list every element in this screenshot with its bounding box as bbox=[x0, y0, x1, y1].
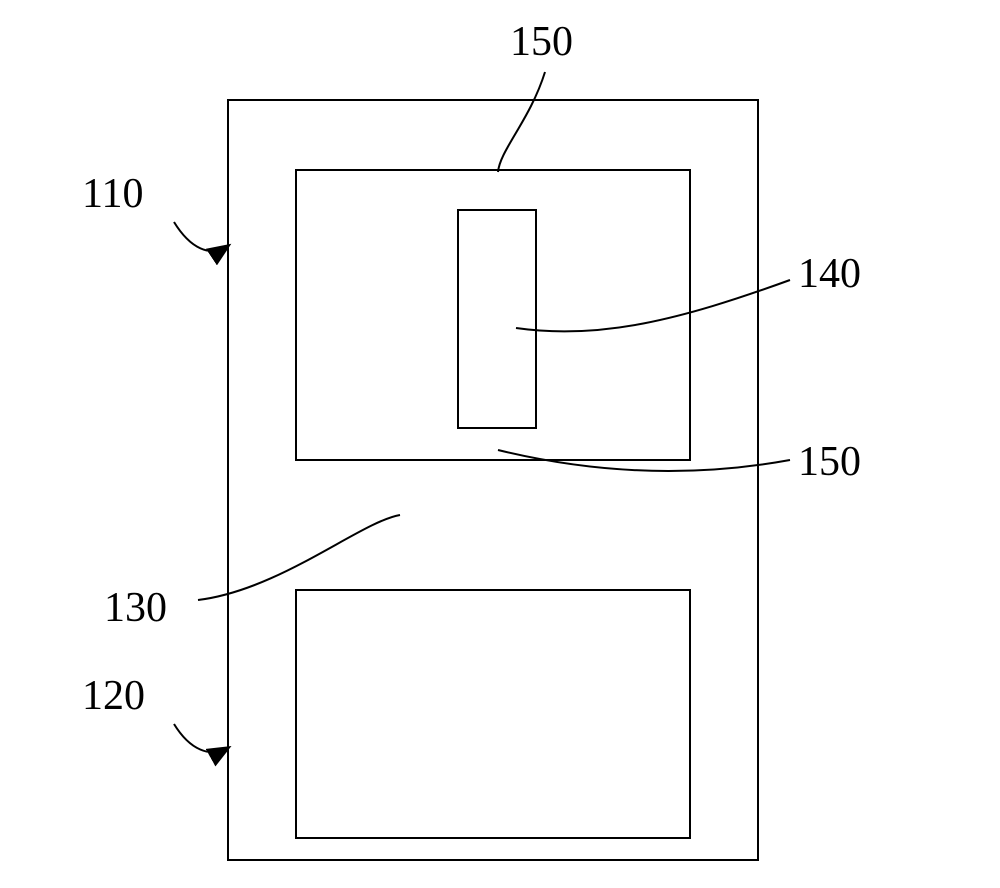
label-120: 120 bbox=[82, 672, 145, 720]
label-150-top: 150 bbox=[510, 18, 573, 66]
leader-l110 bbox=[174, 222, 228, 251]
rect-upper_inner_rect bbox=[296, 170, 690, 460]
leader-l140 bbox=[516, 280, 790, 331]
label-110: 110 bbox=[82, 170, 143, 218]
rect-small_rect bbox=[458, 210, 536, 428]
leader-l120 bbox=[174, 724, 228, 752]
leader-l150_top bbox=[498, 72, 545, 172]
label-140: 140 bbox=[798, 250, 861, 298]
label-130: 130 bbox=[104, 584, 167, 632]
rect-lower_inner_rect bbox=[296, 590, 690, 838]
shapes bbox=[228, 100, 758, 860]
rect-outer_rect bbox=[228, 100, 758, 860]
leader-lines bbox=[174, 72, 790, 752]
label-150-right: 150 bbox=[798, 438, 861, 486]
